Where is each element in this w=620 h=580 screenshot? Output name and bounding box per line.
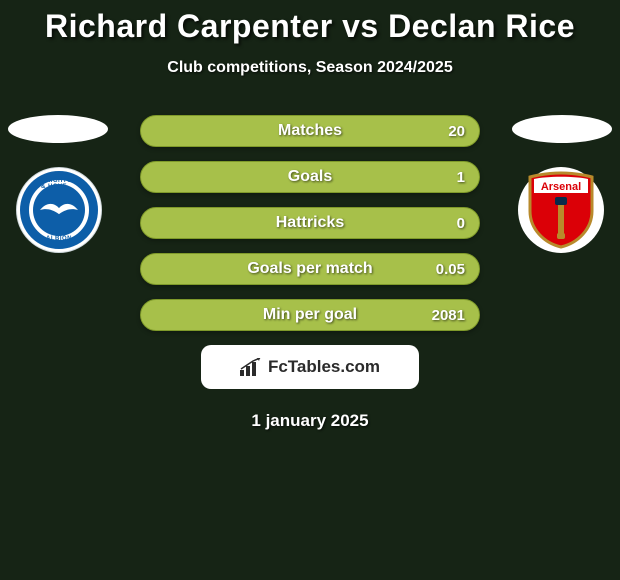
bar-chart-icon	[240, 358, 262, 376]
stat-label: Goals per match	[247, 260, 372, 278]
stat-row-min-per-goal: Min per goal 2081	[140, 299, 480, 331]
page-subtitle: Club competitions, Season 2024/2025	[0, 59, 620, 77]
brand-box: FcTables.com	[201, 345, 419, 389]
player-avatar-left	[8, 115, 108, 143]
stat-row-goals: Goals 1	[140, 161, 480, 193]
stat-label: Hattricks	[276, 214, 344, 232]
stat-row-matches: Matches 20	[140, 115, 480, 147]
stat-label: Min per goal	[263, 306, 357, 324]
main-area: BRIGHTON & HOVE ALBION Arsenal	[0, 115, 620, 431]
player-avatar-right	[512, 115, 612, 143]
club-badge-brighton: BRIGHTON & HOVE ALBION	[16, 167, 102, 253]
stat-value-right: 1	[457, 169, 465, 186]
infographic-root: Richard Carpenter vs Declan Rice Club co…	[0, 0, 620, 431]
stat-value-right: 2081	[432, 307, 465, 324]
svg-text:Arsenal: Arsenal	[541, 181, 581, 193]
stat-label: Goals	[288, 168, 332, 186]
seagull-icon	[38, 200, 80, 218]
brighton-badge-text-bottom: ALBION	[46, 236, 72, 242]
page-title: Richard Carpenter vs Declan Rice	[0, 8, 620, 45]
arsenal-shield-icon: Arsenal	[524, 171, 598, 249]
stat-value-right: 0.05	[436, 261, 465, 278]
date-text: 1 january 2025	[0, 411, 620, 431]
stat-row-goals-per-match: Goals per match 0.05	[140, 253, 480, 285]
brand-text: FcTables.com	[268, 357, 380, 377]
stat-value-right: 20	[448, 123, 465, 140]
stat-label: Matches	[278, 122, 342, 140]
stat-value-right: 0	[457, 215, 465, 232]
stat-row-hattricks: Hattricks 0	[140, 207, 480, 239]
stat-bars: Matches 20 Goals 1 Hattricks 0 Goals per…	[140, 115, 480, 331]
club-badge-arsenal: Arsenal	[518, 167, 604, 253]
